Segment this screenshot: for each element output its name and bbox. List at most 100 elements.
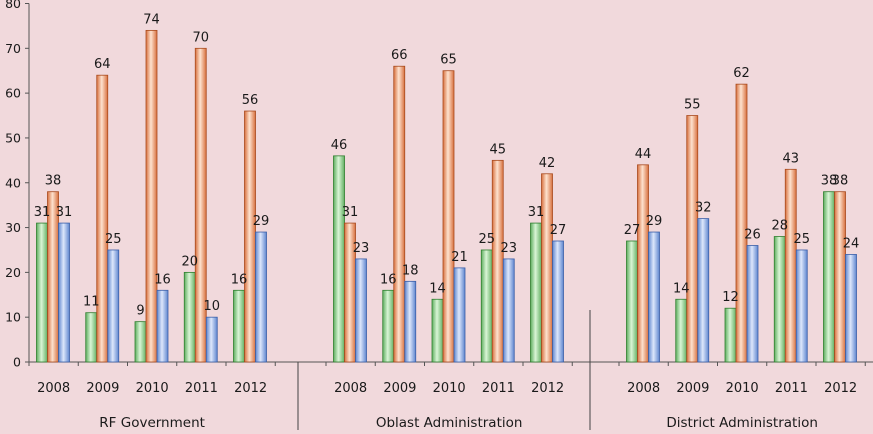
data-label: 21 — [451, 250, 468, 265]
data-label: 26 — [744, 227, 761, 242]
y-tick-label: 20 — [5, 265, 21, 280]
y-tick-label: 40 — [5, 175, 21, 190]
data-label: 66 — [391, 48, 408, 63]
bar — [393, 65, 406, 363]
group-label: Oblast Administration — [376, 415, 523, 431]
data-label: 9 — [136, 304, 144, 319]
y-tick-label: 60 — [5, 86, 21, 101]
x-tick-label: 2009 — [383, 381, 416, 396]
labels: 0 10 20 30 40 50 60 70 80 31 38 31 2008 11 64 25 2009 9 74… — [5, 0, 859, 431]
x-tick-label: 2008 — [37, 381, 70, 396]
data-label: 14 — [673, 281, 690, 296]
bar — [233, 289, 245, 363]
data-label: 16 — [154, 272, 171, 287]
data-label: 46 — [331, 138, 348, 153]
x-tick-label: 2011 — [185, 381, 218, 396]
bar — [145, 29, 158, 363]
bar — [491, 159, 504, 363]
data-label: 43 — [782, 151, 799, 166]
data-label: 38 — [832, 174, 849, 189]
bar — [530, 222, 542, 363]
bar — [724, 307, 737, 363]
bar — [382, 289, 395, 363]
bar — [205, 316, 218, 363]
bar — [255, 231, 267, 363]
bar — [686, 115, 699, 363]
bar — [746, 245, 759, 363]
bar — [134, 321, 147, 363]
y-tick-label: 10 — [5, 310, 21, 325]
data-label: 11 — [83, 295, 100, 310]
x-tick-label: 2012 — [531, 381, 564, 396]
data-label: 29 — [646, 214, 663, 229]
bar — [58, 222, 70, 363]
bar — [502, 258, 515, 363]
x-tick-label: 2011 — [482, 381, 515, 396]
bar — [453, 267, 466, 363]
bar — [637, 164, 649, 363]
data-label: 38 — [821, 174, 838, 189]
y-tick-label: 0 — [13, 355, 21, 370]
data-label: 25 — [478, 232, 495, 247]
data-label: 29 — [253, 214, 270, 229]
data-label: 25 — [793, 232, 810, 247]
data-label: 64 — [94, 57, 111, 72]
data-label: 31 — [528, 205, 545, 220]
bars — [36, 29, 857, 363]
data-label: 20 — [181, 254, 198, 269]
bar — [355, 258, 367, 363]
data-label: 42 — [539, 156, 556, 171]
bar — [431, 298, 444, 363]
bar — [442, 70, 455, 363]
data-label: 38 — [45, 174, 62, 189]
x-tick-label: 2009 — [676, 381, 709, 396]
bar — [773, 236, 786, 363]
data-label: 27 — [550, 223, 567, 238]
bar — [845, 254, 857, 363]
data-label: 31 — [342, 205, 359, 220]
group-label: District Administration — [666, 415, 818, 431]
bar — [648, 231, 660, 363]
x-tick-label: 2012 — [234, 381, 267, 396]
data-label: 45 — [489, 142, 506, 157]
y-tick-label: 70 — [5, 41, 21, 56]
x-tick-label: 2011 — [775, 381, 808, 396]
data-label: 16 — [231, 272, 248, 287]
data-label: 23 — [353, 241, 370, 256]
data-label: 56 — [242, 93, 259, 108]
x-tick-label: 2010 — [433, 381, 466, 396]
bar — [183, 271, 196, 363]
y-tick-label: 30 — [5, 220, 21, 235]
bar — [834, 191, 846, 363]
x-tick-label: 2012 — [824, 381, 857, 396]
bar — [480, 249, 493, 363]
x-tick-label: 2010 — [136, 381, 169, 396]
data-label: 18 — [402, 263, 419, 278]
bar — [404, 280, 417, 363]
data-label: 62 — [733, 66, 750, 81]
data-label: 16 — [380, 272, 397, 287]
data-label: 10 — [203, 299, 220, 314]
bar — [156, 289, 169, 363]
data-label: 55 — [684, 98, 701, 113]
y-tick-label: 50 — [5, 130, 21, 145]
bar — [795, 249, 808, 363]
data-label: 12 — [722, 290, 739, 305]
data-label: 31 — [34, 205, 51, 220]
data-label: 70 — [192, 30, 209, 45]
data-label: 14 — [429, 281, 446, 296]
data-label: 24 — [843, 236, 860, 251]
bar — [784, 168, 797, 363]
y-tick-label: 80 — [5, 0, 21, 11]
bar — [541, 173, 553, 363]
bar — [333, 155, 345, 363]
x-tick-label: 2009 — [86, 381, 119, 396]
bar — [96, 74, 109, 363]
data-label: 65 — [440, 53, 457, 68]
bar — [626, 240, 638, 363]
bar — [194, 47, 207, 363]
data-label: 25 — [105, 232, 122, 247]
data-label: 28 — [771, 219, 788, 234]
data-label: 31 — [56, 205, 73, 220]
